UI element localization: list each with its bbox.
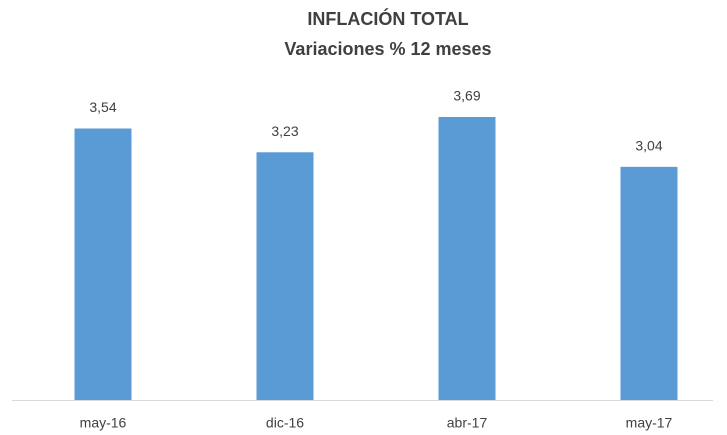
- bar: [256, 152, 314, 400]
- chart-title: INFLACIÓN TOTAL: [307, 8, 468, 29]
- chart-subtitle: Variaciones % 12 meses: [284, 39, 491, 59]
- value-label: 3,69: [453, 88, 480, 104]
- x-tick-label: dic-16: [266, 415, 304, 431]
- value-label: 3,54: [89, 99, 116, 115]
- bar: [438, 117, 496, 400]
- bar: [620, 166, 678, 400]
- value-label: 3,23: [271, 123, 298, 139]
- x-tick-label: may-16: [80, 415, 127, 431]
- value-label: 3,04: [635, 138, 662, 154]
- x-tick-label: may-17: [626, 415, 673, 431]
- bar: [74, 128, 132, 400]
- x-tick-label: abr-17: [447, 415, 488, 431]
